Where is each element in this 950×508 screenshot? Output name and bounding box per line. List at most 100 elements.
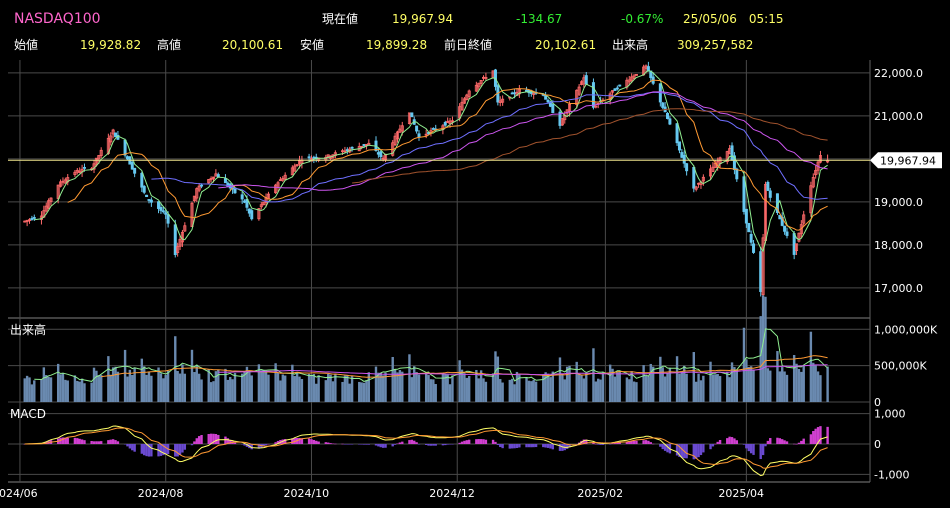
macd-histogram-bar — [429, 444, 433, 446]
macd-histogram-bar — [97, 441, 101, 444]
volume-bar — [518, 374, 521, 402]
volume-bar — [190, 349, 194, 402]
macd-histogram-bar — [802, 438, 805, 444]
volume-bar — [568, 365, 571, 402]
volume-bar — [291, 364, 294, 402]
volume-bar — [685, 373, 688, 402]
volume-bar — [446, 374, 449, 402]
candle-body — [250, 210, 254, 220]
volume-bar — [408, 354, 411, 402]
macd-pane — [23, 425, 829, 477]
volume-bar — [150, 375, 153, 402]
candle-body — [792, 233, 796, 255]
macd-tick-label: 0 — [874, 438, 881, 451]
volume-bar — [441, 372, 445, 402]
volume-bar — [618, 371, 621, 402]
candle-body — [240, 194, 244, 200]
volume-bar — [630, 371, 633, 402]
volume-bar — [56, 363, 60, 402]
candle-body — [682, 154, 686, 164]
macd-histogram-bar — [78, 438, 81, 444]
volume-bar — [499, 379, 502, 402]
macd-histogram-bar — [525, 444, 528, 448]
macd-histogram-bar — [358, 444, 361, 445]
macd-histogram-bar — [83, 440, 86, 444]
candle-body — [460, 101, 464, 111]
macd-histogram-bar — [410, 439, 414, 444]
candle-body — [613, 88, 617, 91]
volume-bar — [346, 375, 349, 402]
macd-histogram-bar — [283, 439, 287, 444]
volume-bar — [728, 377, 731, 402]
volume-bar — [23, 378, 26, 402]
candle-body — [49, 197, 53, 203]
candle-body — [47, 200, 51, 209]
macd-histogram-bar — [312, 439, 316, 444]
macd-histogram-bar — [365, 444, 368, 445]
macd-histogram-bar — [635, 440, 638, 444]
candle-body — [694, 186, 698, 190]
candle-body — [293, 165, 297, 172]
macd-histogram-bar — [444, 444, 447, 446]
macd-histogram-bar — [749, 444, 753, 454]
macd-histogram-bar — [718, 439, 722, 444]
ma-200-line — [352, 108, 828, 184]
volume-bar — [310, 374, 313, 402]
macd-histogram-bar — [250, 444, 253, 450]
volume-bar — [465, 377, 468, 402]
macd-histogram-bar — [264, 444, 268, 446]
volume-bar — [45, 375, 48, 402]
x-tick-label: 2024/12 — [429, 487, 475, 500]
macd-histogram-bar — [66, 437, 69, 444]
macd-histogram-bar — [568, 444, 571, 448]
volume-bar — [312, 374, 316, 402]
macd-histogram-bar — [625, 441, 629, 444]
macd-histogram-bar — [95, 441, 98, 444]
macd-histogram-bar — [616, 442, 619, 444]
candle-body — [761, 237, 765, 296]
volume-bar — [157, 367, 160, 402]
macd-histogram-bar — [398, 442, 402, 444]
volume-bar — [264, 370, 268, 402]
volume-bar — [212, 381, 215, 402]
macd-histogram-bar — [362, 444, 366, 445]
volume-bar — [544, 372, 547, 402]
macd-histogram-bar — [716, 441, 719, 444]
volume-bar — [281, 374, 284, 402]
macd-histogram-bar — [317, 441, 320, 444]
candle-body — [99, 149, 103, 156]
volume-bar — [97, 375, 101, 402]
macd-histogram-bar — [109, 439, 112, 444]
macd-histogram-bar — [92, 441, 96, 444]
volume-bar — [699, 380, 703, 402]
volume-bar — [651, 366, 655, 402]
quote-datetime: 25/05/06 05:15 — [683, 12, 784, 26]
volume-bar — [324, 380, 328, 402]
volume-bar — [692, 352, 695, 402]
volume-bar — [410, 377, 414, 402]
volume-bar — [711, 374, 715, 402]
volume-bar — [434, 384, 437, 402]
candle-body — [243, 200, 247, 203]
macd-histogram-bar — [642, 440, 645, 444]
candle-body — [140, 172, 144, 188]
candle-body — [546, 99, 550, 103]
volume-bar — [742, 327, 746, 402]
macd-line — [24, 425, 828, 477]
candle-body — [811, 177, 815, 188]
macd-histogram-bar — [812, 431, 815, 444]
macd-histogram-bar — [816, 427, 820, 444]
volume-bar — [778, 371, 782, 402]
macd-histogram-bar — [733, 438, 736, 444]
volume-bar — [585, 373, 588, 402]
volume-bar — [300, 379, 304, 402]
volume-bar — [508, 379, 512, 402]
macd-histogram-bar — [350, 444, 354, 445]
macd-histogram-bar — [702, 444, 705, 453]
candle-body — [350, 146, 354, 149]
macd-histogram-bar — [649, 442, 652, 444]
macd-histogram-bar — [460, 441, 464, 444]
macd-histogram-bar — [76, 438, 79, 444]
volume-bar — [611, 368, 614, 402]
